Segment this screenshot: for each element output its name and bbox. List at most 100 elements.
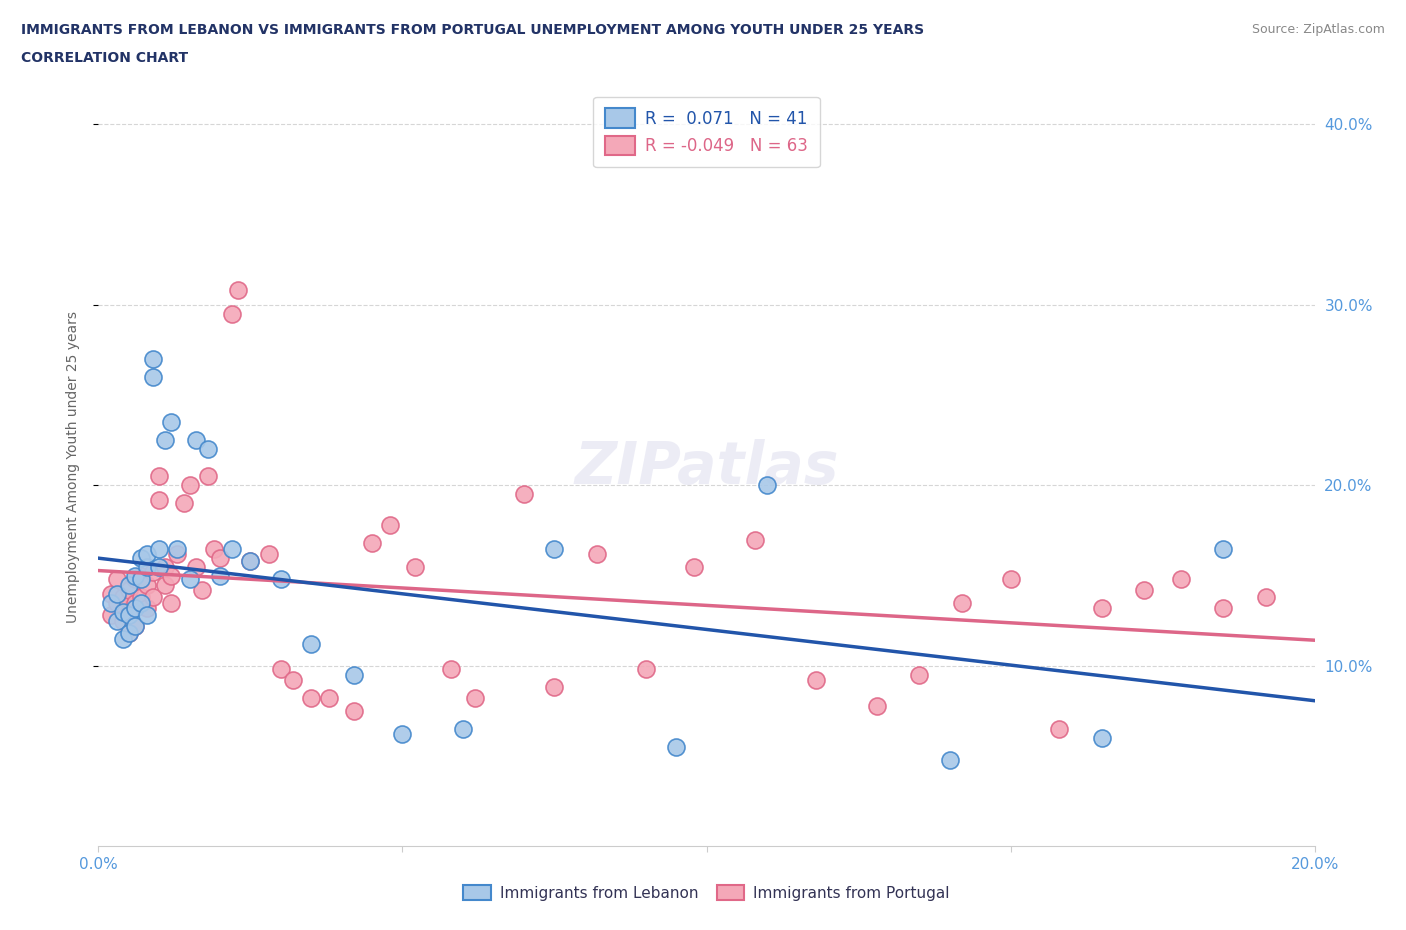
Point [908,668,931,683]
Point [209,551,232,565]
Point [129,551,152,565]
Point [129,568,152,583]
Point [866,698,889,713]
Point [464,691,486,706]
Point [226,283,249,298]
Point [136,608,159,623]
Point [148,541,170,556]
Point [202,541,225,556]
Point [160,595,183,610]
Text: Source: ZipAtlas.com: Source: ZipAtlas.com [1251,23,1385,36]
Point [191,582,214,597]
Point [586,547,609,562]
Point [124,618,146,633]
Point [209,568,232,583]
Point [166,547,188,562]
Point [142,565,165,579]
Point [343,668,366,683]
Point [744,532,766,547]
Point [148,469,170,484]
Point [1212,601,1234,616]
Point [129,572,152,587]
Point [148,492,170,507]
Point [184,559,207,574]
Point [118,582,141,597]
Point [142,352,165,366]
Point [543,541,565,556]
Point [1254,590,1277,604]
Point [221,541,243,556]
Point [281,672,304,687]
Point [543,680,565,695]
Point [380,518,402,533]
Point [105,586,128,601]
Point [124,572,146,587]
Point [221,307,243,322]
Point [1000,572,1022,587]
Point [1170,572,1192,587]
Point [111,604,134,619]
Text: IMMIGRANTS FROM LEBANON VS IMMIGRANTS FROM PORTUGAL UNEMPLOYMENT AMONG YOUTH UND: IMMIGRANTS FROM LEBANON VS IMMIGRANTS FR… [21,23,924,37]
Point [804,672,827,687]
Point [166,541,188,556]
Point [100,608,122,623]
Point [124,601,146,616]
Point [1133,582,1156,597]
Point [453,722,475,737]
Point [1047,722,1070,737]
Point [136,547,159,562]
Point [118,608,141,623]
Point [124,568,146,583]
Point [197,442,219,457]
Point [105,572,128,587]
Point [1212,541,1234,556]
Point [1091,601,1114,616]
Point [118,626,141,641]
Point [155,432,177,447]
Point [155,578,177,592]
Point [124,595,146,610]
Point [197,469,219,484]
Point [391,727,413,742]
Point [100,586,122,601]
Point [105,595,128,610]
Point [950,595,973,610]
Point [440,662,463,677]
Point [665,739,688,754]
Point [111,590,134,604]
Legend: Immigrants from Lebanon, Immigrants from Portugal: Immigrants from Lebanon, Immigrants from… [457,879,956,907]
Point [111,631,134,646]
Point [634,662,657,677]
Point [124,618,146,633]
Point [148,559,170,574]
Point [239,553,262,568]
Point [318,691,340,706]
Point [939,752,962,767]
Point [136,601,159,616]
Point [160,415,183,430]
Point [683,559,706,574]
Point [239,553,262,568]
Point [756,478,779,493]
Point [1091,731,1114,746]
Point [118,578,141,592]
Text: ZIPatlas: ZIPatlas [574,439,839,496]
Point [179,572,201,587]
Point [142,590,165,604]
Point [105,613,128,628]
Point [513,487,536,502]
Point [129,590,152,604]
Point [155,559,177,574]
Point [129,595,152,610]
Point [136,559,159,574]
Point [343,703,366,718]
Point [136,578,159,592]
Point [179,478,201,493]
Point [270,572,292,587]
Point [111,613,134,628]
Text: CORRELATION CHART: CORRELATION CHART [21,51,188,65]
Point [361,536,384,551]
Point [404,559,426,574]
Point [299,637,322,652]
Point [257,547,280,562]
